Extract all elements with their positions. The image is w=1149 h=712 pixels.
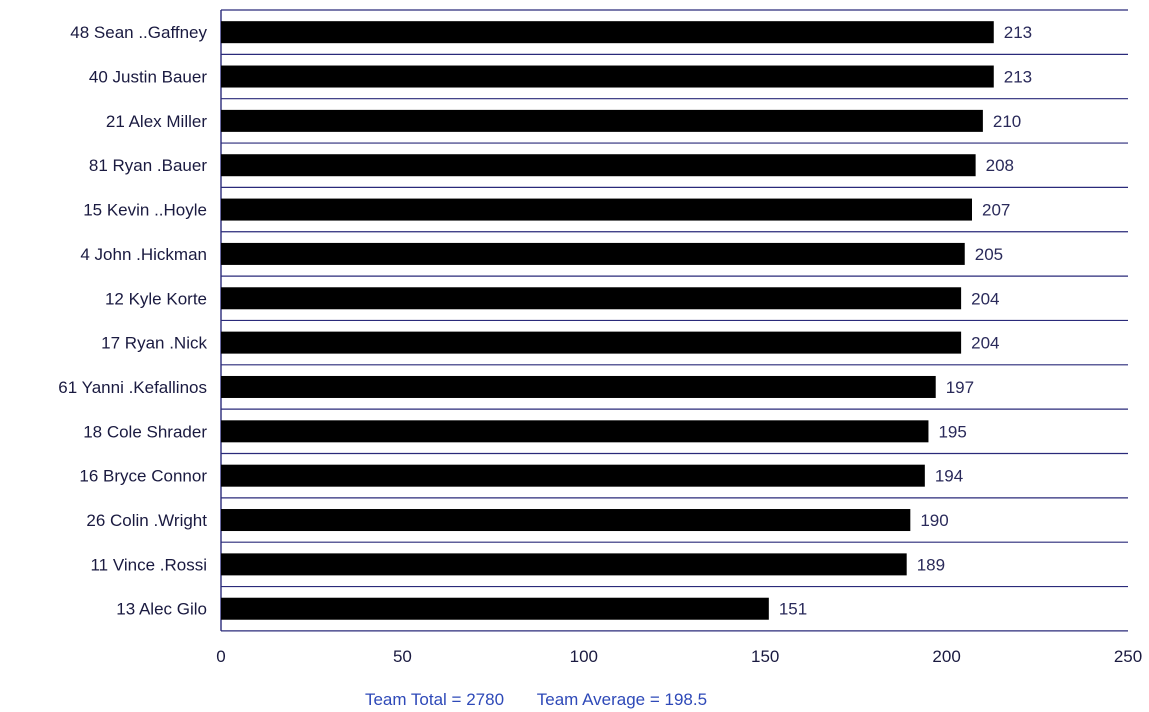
category-label: 48 Sean ..Gaffney [70, 23, 207, 42]
bar [221, 65, 994, 88]
bar [221, 553, 907, 576]
bar [221, 198, 972, 221]
team-average-label: Team Average = 198.5 [536, 690, 708, 709]
category-label: 16 Bryce Connor [79, 467, 207, 486]
x-tick-label: 0 [216, 647, 225, 666]
team-total-label: Team Total = 2780 [364, 690, 505, 709]
category-label: 11 Vince .Rossi [90, 555, 207, 574]
category-label: 13 Alec Gilo [116, 600, 207, 619]
value-label: 194 [935, 467, 963, 486]
x-tick-label: 150 [751, 647, 779, 666]
category-label: 21 Alex Miller [106, 112, 207, 131]
category-label: 15 Kevin ..Hoyle [83, 201, 207, 220]
bar [221, 464, 925, 487]
bar [221, 420, 929, 443]
value-label: 195 [938, 422, 966, 441]
value-label: 204 [971, 334, 999, 353]
bar [221, 242, 965, 265]
category-label: 61 Yanni .Kefallinos [58, 378, 207, 397]
value-label: 189 [917, 555, 945, 574]
category-label: 4 John .Hickman [80, 245, 207, 264]
x-tick-label: 50 [393, 647, 412, 666]
value-label: 151 [779, 600, 807, 619]
x-tick-label: 250 [1114, 647, 1142, 666]
category-label: 26 Colin .Wright [86, 511, 207, 530]
bar [221, 21, 994, 44]
value-label: 205 [975, 245, 1003, 264]
category-label: 17 Ryan .Nick [101, 334, 207, 353]
bar [221, 597, 769, 620]
x-tick-label: 200 [932, 647, 960, 666]
value-label: 190 [920, 511, 948, 530]
category-label: 18 Cole Shrader [83, 422, 207, 441]
category-label: 81 Ryan .Bauer [89, 156, 207, 175]
bar [221, 331, 962, 354]
bar [221, 109, 983, 132]
value-label: 213 [1004, 68, 1032, 87]
category-label: 12 Kyle Korte [105, 289, 207, 308]
chart-footer: Team Total = 2780 Team Average = 198.5 [0, 690, 1072, 710]
value-label: 213 [1004, 23, 1032, 42]
x-tick-label: 100 [570, 647, 598, 666]
value-label: 210 [993, 112, 1021, 131]
bar [221, 287, 962, 310]
bar [221, 509, 911, 532]
category-label: 40 Justin Bauer [89, 68, 207, 87]
bar [221, 375, 936, 398]
value-label: 197 [946, 378, 974, 397]
value-label: 207 [982, 201, 1010, 220]
value-label: 208 [986, 156, 1014, 175]
value-label: 204 [971, 289, 999, 308]
bar [221, 154, 976, 177]
